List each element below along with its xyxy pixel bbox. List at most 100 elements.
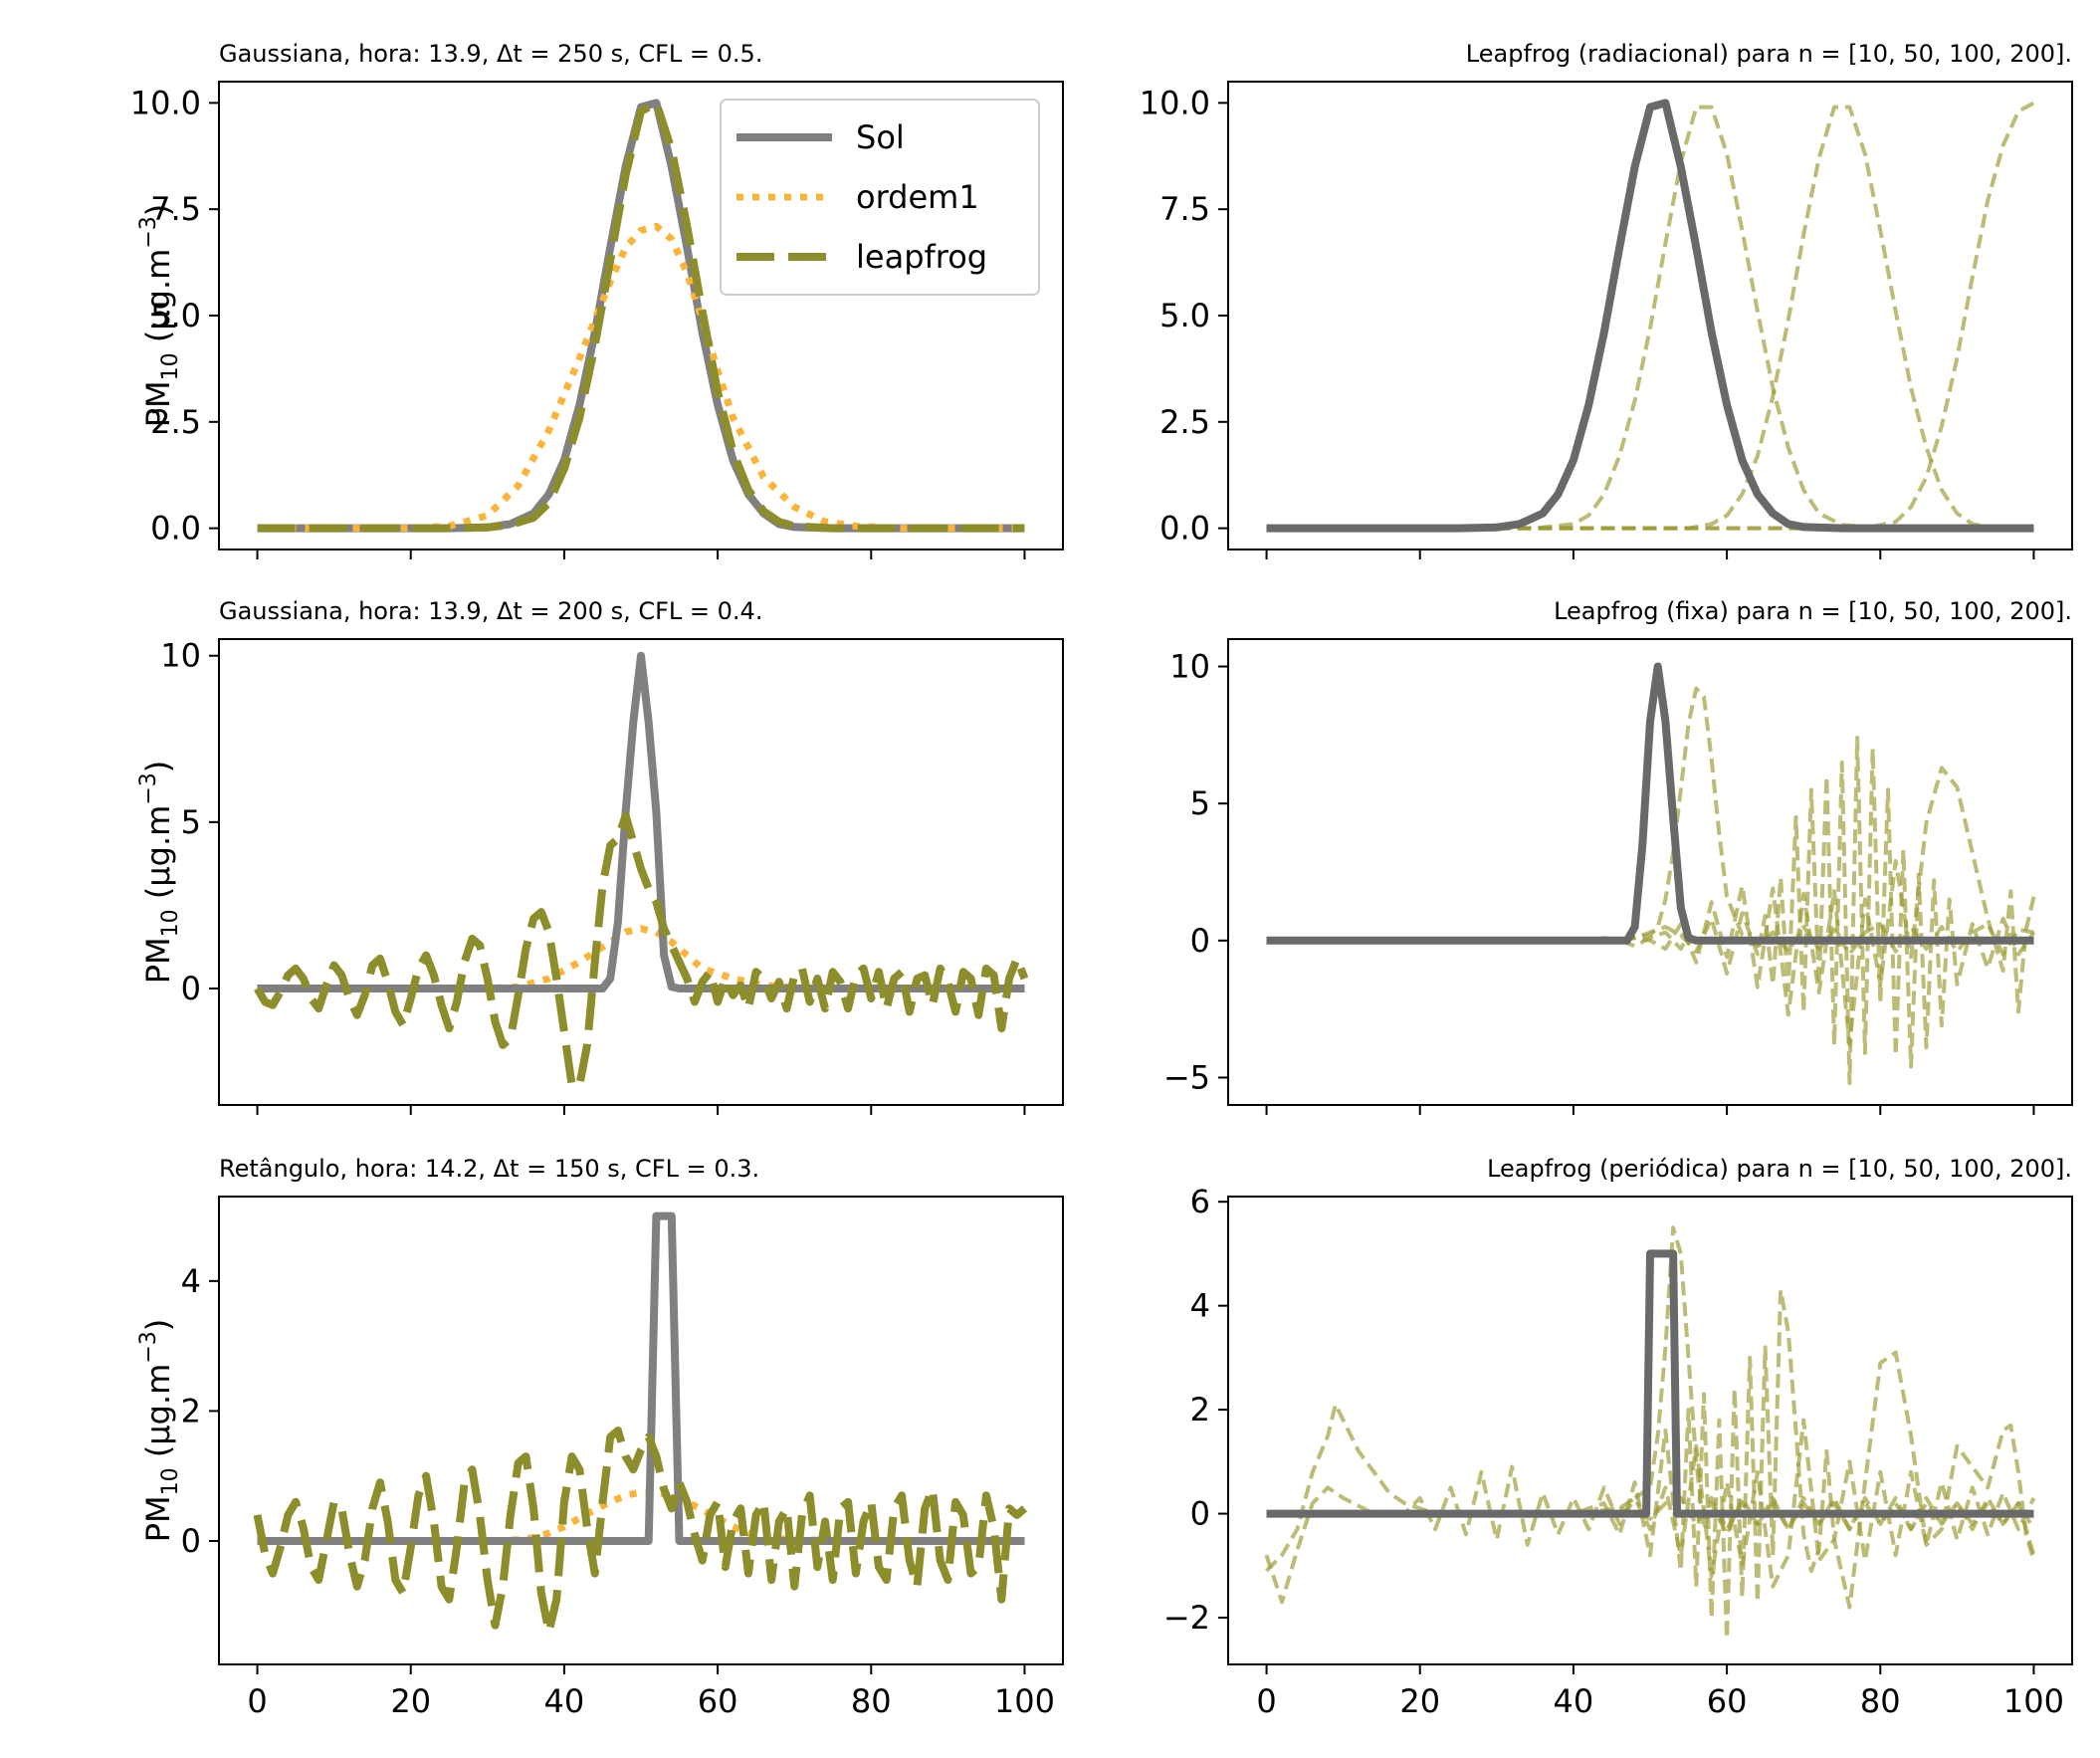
x-tick-label: 100 xyxy=(994,1682,1055,1720)
series-group xyxy=(257,99,1025,533)
x-tick-label: 20 xyxy=(1399,1682,1440,1720)
series-line-sol xyxy=(257,1211,1025,1545)
subplot-title: Leapfrog (periódica) para n = [10, 50, 1… xyxy=(1487,1155,2072,1183)
subplot-p20: 0 20 40 60 80 100 0 2 4 Retângulo, hora: 14.2, Δt… xyxy=(136,1155,1064,1720)
ylabel-sub: 10 xyxy=(158,909,183,937)
y-tick-label: 2 xyxy=(1190,1391,1210,1428)
y-tick-label: 4 xyxy=(1190,1287,1210,1325)
y-axis-label: PM10 (μg.m−3) xyxy=(136,761,183,985)
ylabel-unit: (μg.m xyxy=(139,805,177,910)
x-tick-label: 0 xyxy=(1256,1682,1276,1720)
axes-frame xyxy=(218,1196,1064,1665)
y-tick-label: 2.5 xyxy=(1159,403,1210,441)
series-line-n4 xyxy=(1266,99,2034,533)
series-line-leapfrog xyxy=(253,1427,1028,1637)
series-line-n4 xyxy=(1266,662,2034,945)
y-tick-label: 0 xyxy=(181,970,201,1007)
series-line-n3 xyxy=(1266,1350,2036,1610)
legend-box xyxy=(720,99,1040,296)
ylabel-sub: 10 xyxy=(158,352,183,380)
series-line-n3 xyxy=(1266,766,2036,1047)
y-tick-label: 5.0 xyxy=(1159,297,1210,334)
ylabel-main: PM xyxy=(139,1495,177,1542)
y-tick-label: 10 xyxy=(1169,648,1210,686)
series-line-ordem1 xyxy=(257,222,1025,533)
y-tick-label: 2 xyxy=(181,1392,201,1429)
y-tick-label: 0 xyxy=(1190,922,1210,960)
y-tick-label: 0.0 xyxy=(1159,510,1210,548)
series-line-n2 xyxy=(1266,736,2036,1085)
x-tick-label: 0 xyxy=(247,1682,267,1720)
ylabel-main: PM xyxy=(139,937,177,984)
x-tick-label: 40 xyxy=(544,1682,585,1720)
subplot-title: Gaussiana, hora: 13.9, Δt = 200 s, CFL =… xyxy=(219,597,762,625)
subplot-p10: 0 5 10 Gaussiana, hora: 13.9, Δt = 200 s, C… xyxy=(136,597,1064,1115)
series-line-n3 xyxy=(1266,101,2035,531)
series-line-n2 xyxy=(1266,105,2034,531)
series-group xyxy=(1266,662,2036,1085)
y-tick-label: 5 xyxy=(181,803,201,841)
y-tick-label: 10 xyxy=(160,637,201,675)
x-tick-label: 60 xyxy=(1707,1682,1748,1720)
y-tick-label: 10.0 xyxy=(130,84,201,121)
series-line-ordem1 xyxy=(257,925,1025,992)
series-line-n2 xyxy=(1266,1288,2036,1641)
series-group xyxy=(1264,1225,2036,1641)
x-tick-label: 60 xyxy=(698,1682,738,1720)
y-axis-label: PM10 (μg.m−3) xyxy=(136,204,183,428)
y-tick-label: 2.5 xyxy=(150,403,201,441)
ylabel-sup: −3 xyxy=(136,772,161,804)
y-tick-label: 0 xyxy=(181,1522,201,1560)
y-axis-label: PM10 (μg.m−3) xyxy=(136,1319,183,1543)
y-tick-label: 4 xyxy=(181,1262,201,1300)
legend-label-ordem1: ordem1 xyxy=(856,178,979,216)
subplot-p11: −5 0 5 10 Leapfrog (fixa) para n = [10, 50, … xyxy=(1163,597,2073,1115)
y-tick-label: 7.5 xyxy=(150,190,201,228)
x-tick-label: 80 xyxy=(1860,1682,1901,1720)
ylabel-unit: (μg.m xyxy=(139,249,177,353)
x-tick-label: 20 xyxy=(390,1682,431,1720)
series-line-sol xyxy=(257,651,1025,992)
series-group xyxy=(253,1211,1028,1637)
ylabel-sup: −3 xyxy=(136,1331,161,1363)
y-tick-label: 0.0 xyxy=(150,510,201,548)
subplot-p21: 0 20 40 60 80 100 −2 0 2 4 6 Leapfrog (periódica) p… xyxy=(1163,1155,2073,1720)
series-line-n1 xyxy=(1266,105,2034,531)
y-tick-label: 10.0 xyxy=(1140,84,1210,121)
subplot-p00: 0.0 2.5 5.0 7.5 10.0 Gaussiana, hora: 13.9, Δ… xyxy=(130,40,1064,559)
series-line-leapfrog xyxy=(254,811,1029,1089)
ylabel-close: ) xyxy=(139,761,177,772)
axes-frame xyxy=(218,638,1064,1106)
y-tick-label: 5.0 xyxy=(150,297,201,334)
series-line-leapfrog xyxy=(257,99,1025,533)
series-group xyxy=(254,651,1029,1089)
legend-label-sol: Sol xyxy=(856,118,905,156)
ylabel-main: PM xyxy=(139,380,177,427)
x-tick-label: 100 xyxy=(2003,1682,2064,1720)
subplot-title: Gaussiana, hora: 13.9, Δt = 250 s, CFL =… xyxy=(219,40,762,68)
x-tick-label: 80 xyxy=(851,1682,892,1720)
ylabel-close: ) xyxy=(139,1319,177,1331)
axes-frame xyxy=(1227,1196,2073,1665)
ylabel-sup: −3 xyxy=(136,216,161,248)
legend: Sol ordem1 leapfrog xyxy=(720,99,1040,296)
subplot-title: Leapfrog (fixa) para n = [10, 50, 100, 2… xyxy=(1554,597,2072,625)
subplot-title: Retângulo, hora: 14.2, Δt = 150 s, CFL =… xyxy=(219,1155,759,1183)
axes-frame xyxy=(1227,81,2073,550)
y-tick-label: −5 xyxy=(1163,1058,1210,1096)
ylabel-close: ) xyxy=(139,204,177,216)
ylabel-sub: 10 xyxy=(158,1467,183,1495)
subplot-title: Leapfrog (radiacional) para n = [10, 50,… xyxy=(1466,40,2072,68)
series-group xyxy=(1266,99,2035,533)
axes-frame xyxy=(1227,638,2073,1106)
y-tick-label: 6 xyxy=(1190,1183,1210,1220)
legend-label-leapfrog: leapfrog xyxy=(856,238,987,276)
y-tick-label: −2 xyxy=(1163,1599,1210,1637)
y-tick-label: 7.5 xyxy=(1159,190,1210,228)
x-tick-label: 40 xyxy=(1554,1682,1594,1720)
y-tick-label: 0 xyxy=(1190,1495,1210,1533)
series-line-n4 xyxy=(1266,1249,2034,1518)
y-tick-label: 5 xyxy=(1190,784,1210,822)
subplot-p01: 0.0 2.5 5.0 7.5 10.0 Leapfrog (radiacional) p… xyxy=(1140,40,2073,559)
